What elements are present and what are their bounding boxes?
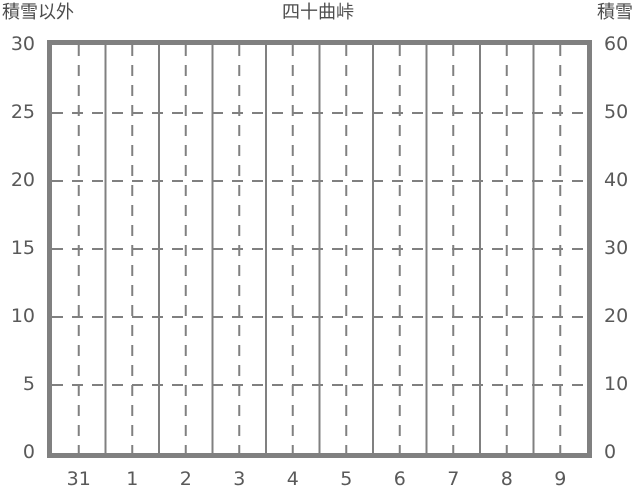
right-axis-tick: 0 bbox=[604, 441, 617, 463]
left-axis-title: 積雪以外 bbox=[2, 2, 74, 23]
left-axis-tick: 5 bbox=[22, 373, 35, 395]
bottom-axis-tick-labels: 31 1 2 3 4 5 6 7 8 9 bbox=[52, 468, 587, 498]
bottom-axis-tick: 4 bbox=[286, 468, 299, 490]
left-axis-tick: 30 bbox=[10, 33, 35, 55]
left-axis-tick: 0 bbox=[22, 441, 35, 463]
bottom-axis-tick: 1 bbox=[126, 468, 139, 490]
left-axis-tick: 20 bbox=[10, 169, 35, 191]
right-axis-tick: 20 bbox=[604, 305, 629, 327]
right-axis-tick: 50 bbox=[604, 101, 629, 123]
right-axis-tick: 30 bbox=[604, 237, 629, 259]
plot-inner bbox=[52, 45, 587, 453]
bottom-axis-tick: 6 bbox=[393, 468, 406, 490]
left-axis-tick: 15 bbox=[10, 237, 35, 259]
plot-area bbox=[47, 40, 592, 458]
right-axis-tick: 40 bbox=[604, 169, 629, 191]
right-axis-tick: 60 bbox=[604, 33, 629, 55]
right-axis-tick-labels: 60 50 40 30 20 10 0 bbox=[598, 0, 636, 501]
bottom-axis-tick: 7 bbox=[447, 468, 460, 490]
bottom-axis-tick: 5 bbox=[340, 468, 353, 490]
bottom-axis-tick: 2 bbox=[179, 468, 192, 490]
right-axis-title: 積雪 bbox=[597, 2, 633, 23]
left-axis-tick-labels: 30 25 20 15 10 5 0 bbox=[0, 0, 41, 501]
bottom-axis-tick: 8 bbox=[500, 468, 513, 490]
bottom-axis-tick: 31 bbox=[66, 468, 91, 490]
right-axis-tick: 10 bbox=[604, 373, 629, 395]
grid-lines bbox=[52, 45, 587, 453]
left-axis-tick: 25 bbox=[10, 101, 35, 123]
left-axis-tick: 10 bbox=[10, 305, 35, 327]
bottom-axis-tick: 9 bbox=[554, 468, 567, 490]
bottom-axis-tick: 3 bbox=[233, 468, 246, 490]
page-title: 四十曲峠 bbox=[282, 2, 354, 23]
